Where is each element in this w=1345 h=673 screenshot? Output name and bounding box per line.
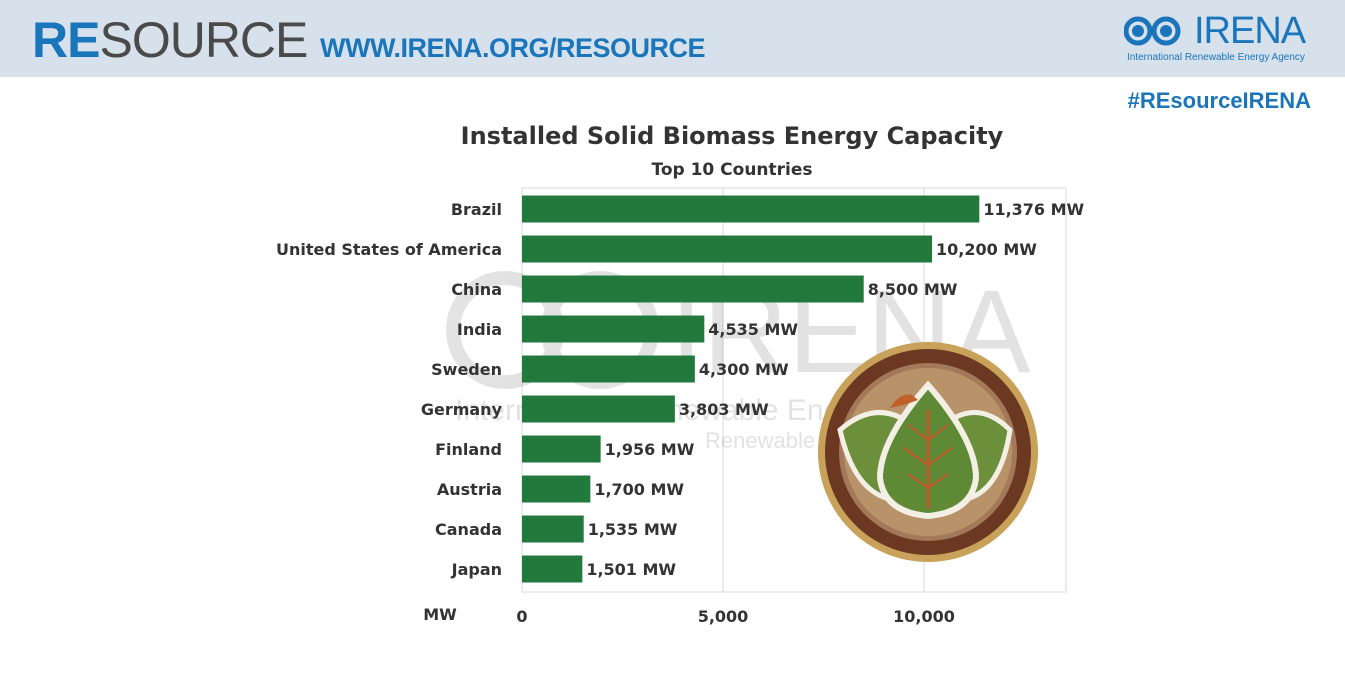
category-label: United States of America	[276, 240, 502, 259]
bar	[522, 475, 591, 503]
category-label: Sweden	[431, 360, 502, 379]
category-label: India	[457, 320, 502, 339]
data-label: 3,803 MW	[679, 400, 769, 419]
category-labels: Brazil United States of America China India…	[276, 200, 503, 579]
category-label: Austria	[437, 480, 502, 499]
brand-rest-text: SOURCE	[99, 12, 308, 68]
irena-globe-icon	[1124, 16, 1181, 46]
data-label: 10,200 MW	[936, 240, 1037, 259]
value-labels: 11,376 MW 10,200 MW 8,500 MW 4,535 MW 4,300 …	[586, 200, 1084, 579]
category-label: Brazil	[451, 200, 502, 219]
chart-title: Installed Solid Biomass Energy Capacity	[460, 122, 1004, 150]
x-axis-label: MW	[423, 605, 457, 624]
resource-logo: RESOURCE	[32, 10, 308, 70]
category-label: Canada	[435, 520, 502, 539]
x-tick-label: 0	[516, 607, 527, 626]
x-tick-labels: 0 5,000 10,000	[516, 607, 954, 626]
category-label: China	[451, 280, 502, 299]
bar	[522, 435, 601, 463]
watermark-line2: Renewable	[705, 428, 815, 453]
header-banner	[0, 0, 1345, 77]
data-label: 11,376 MW	[983, 200, 1084, 219]
category-label: Finland	[435, 440, 502, 459]
data-label: 4,535 MW	[708, 320, 798, 339]
bar	[522, 195, 980, 223]
data-label: 1,501 MW	[586, 560, 676, 579]
bar	[522, 395, 675, 423]
bar	[522, 275, 864, 303]
brand-bold-text: RE	[32, 12, 100, 68]
bar	[522, 235, 933, 263]
bar	[522, 315, 705, 343]
data-label: 4,300 MW	[699, 360, 789, 379]
category-label: Japan	[451, 560, 502, 579]
hashtag-text: #REsourceIRENA	[1127, 88, 1311, 113]
data-label: 1,956 MW	[605, 440, 695, 459]
data-label: 8,500 MW	[868, 280, 958, 299]
biomass-leaf-icon	[818, 342, 1038, 562]
resource-url-link[interactable]: WWW.IRENA.ORG/RESOURCE	[320, 33, 706, 63]
irena-wordmark: IRENA	[1194, 10, 1306, 52]
irena-subtitle: International Renewable Energy Agency	[1127, 52, 1305, 63]
plot-area	[521, 187, 1067, 593]
bars	[522, 195, 980, 583]
category-label: Germany	[421, 400, 503, 419]
chart-subtitle: Top 10 Countries	[651, 160, 813, 180]
data-label: 1,535 MW	[588, 520, 678, 539]
bar	[522, 515, 584, 543]
x-tick-label: 5,000	[698, 607, 749, 626]
bar	[522, 555, 583, 583]
data-label: 1,700 MW	[594, 480, 684, 499]
x-tick-label: 10,000	[893, 607, 955, 626]
bar	[522, 355, 695, 383]
